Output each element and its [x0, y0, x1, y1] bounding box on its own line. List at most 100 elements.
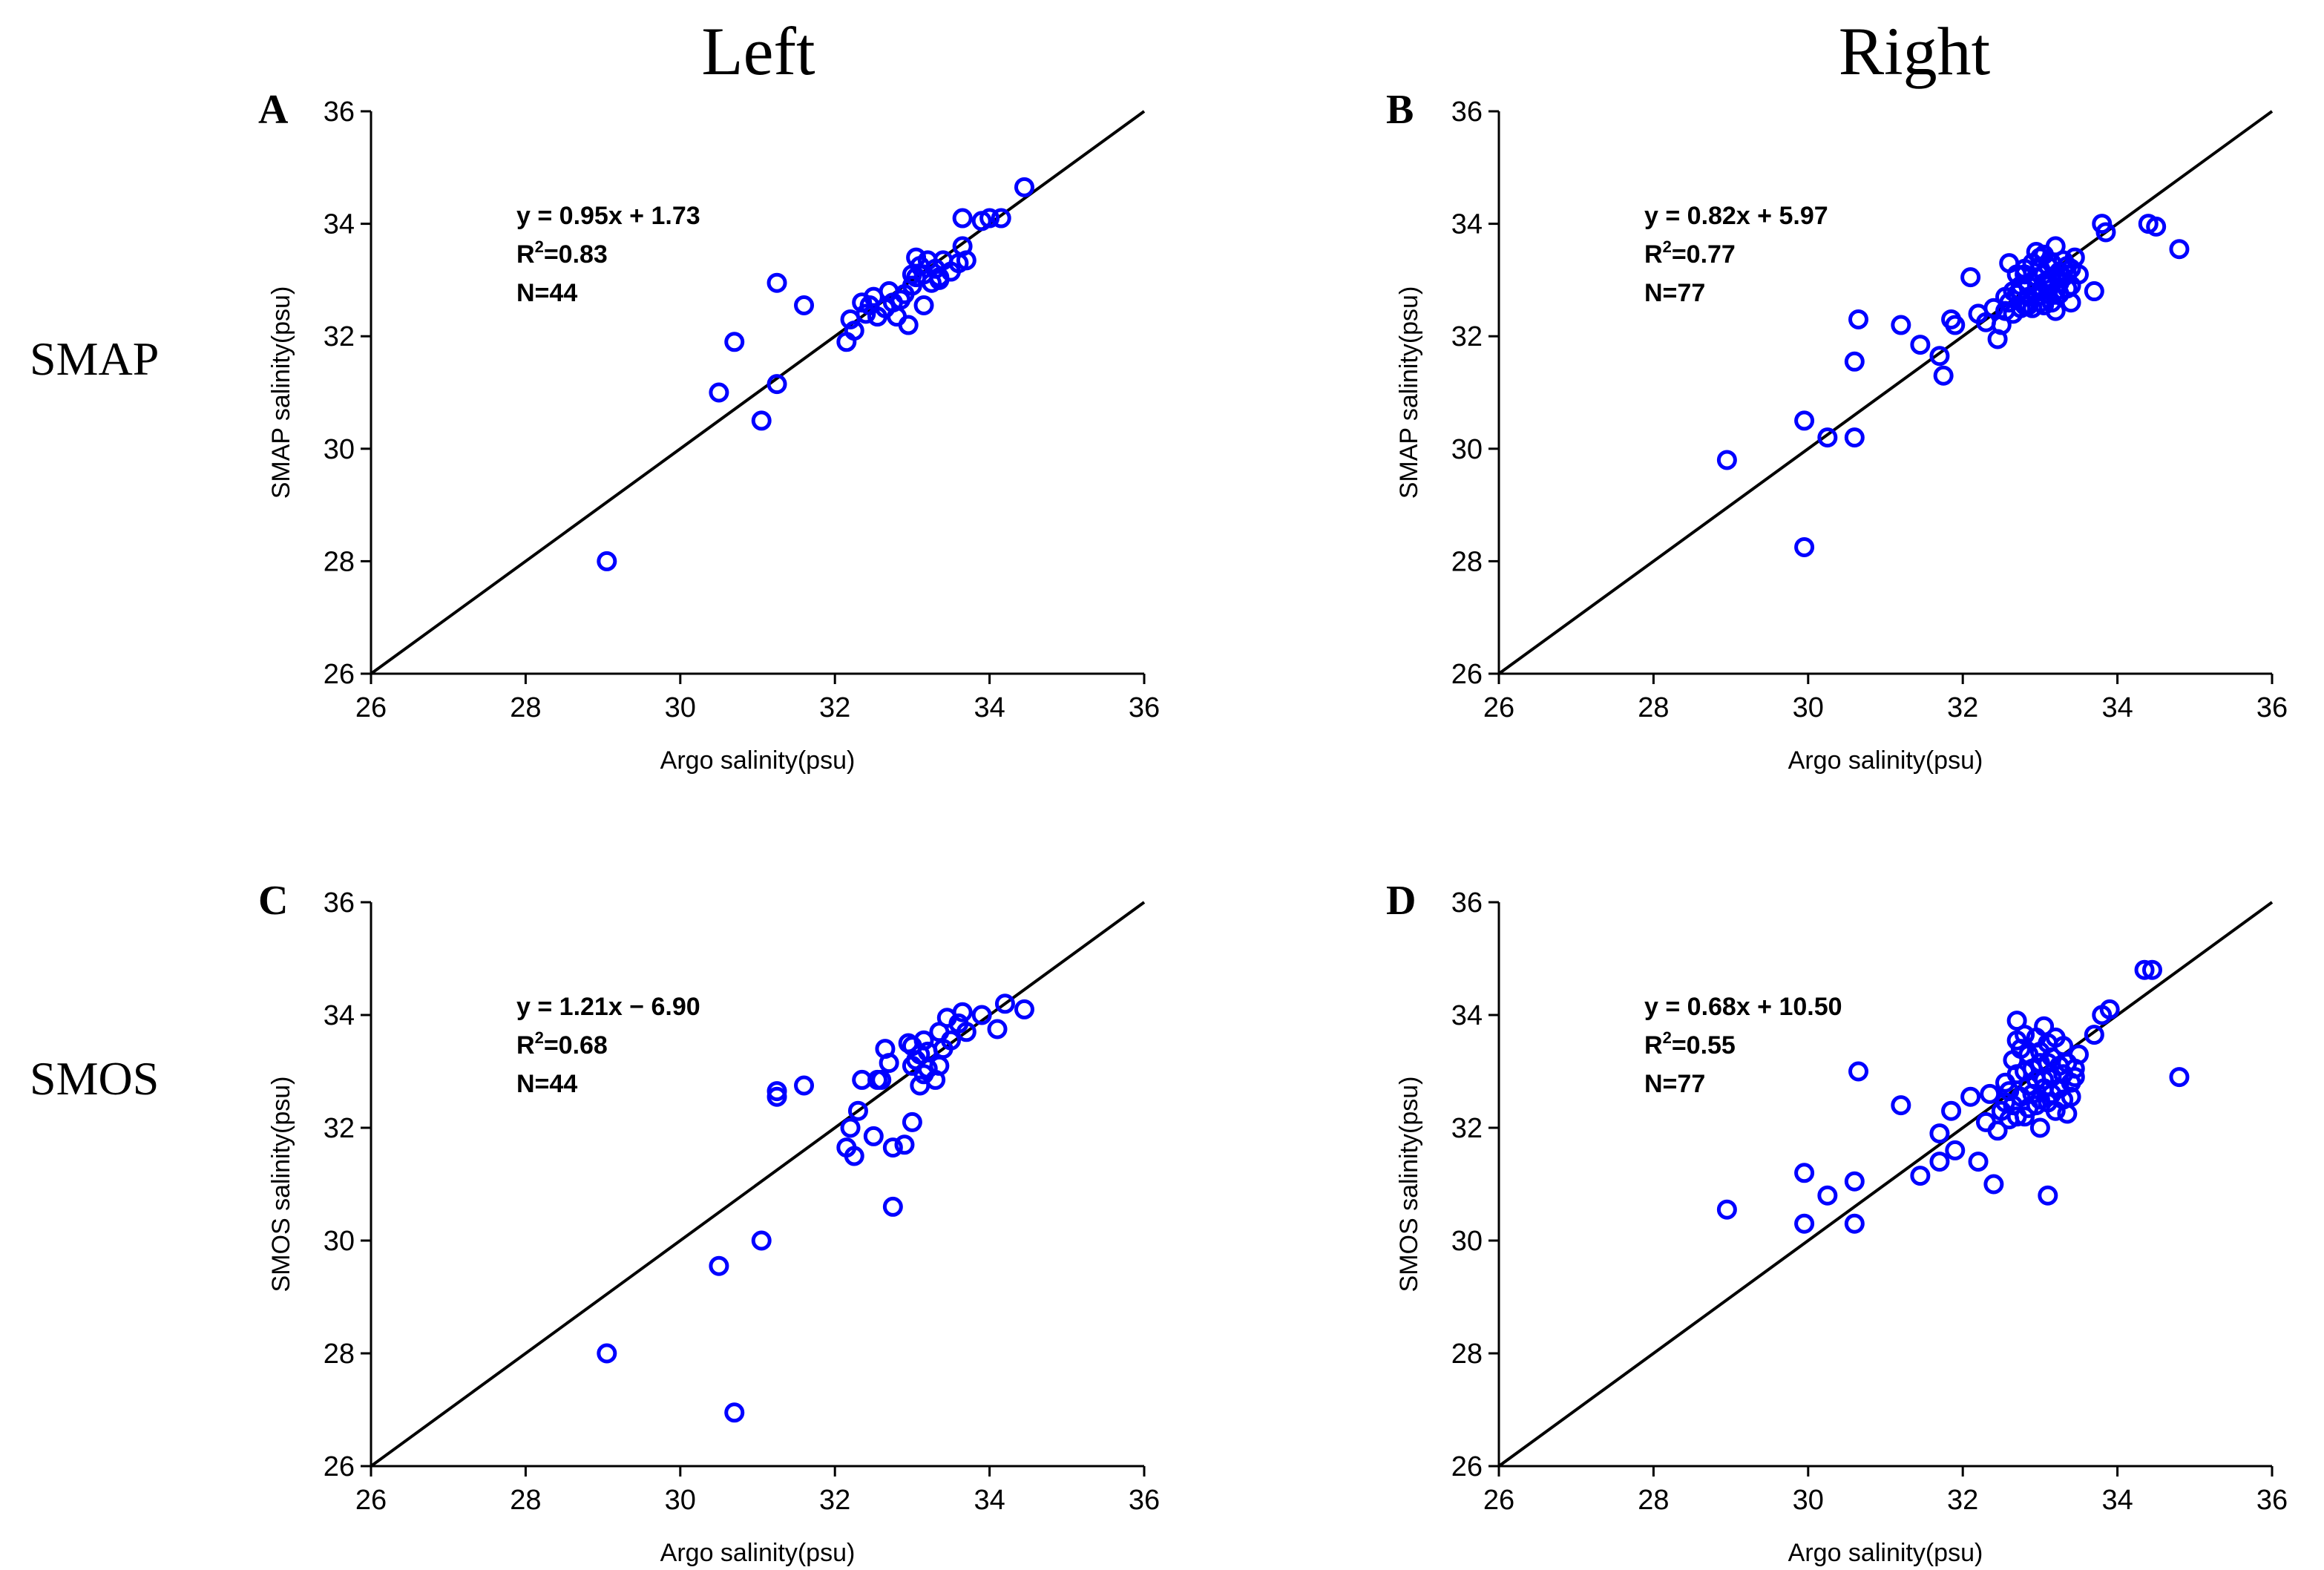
data-point	[971, 1005, 992, 1025]
data-point	[1794, 410, 1815, 431]
y-tick-label: 30	[324, 1226, 355, 1257]
data-point	[1848, 1061, 1869, 1082]
y-tick-label: 28	[324, 1339, 355, 1370]
x-tick-label: 26	[1483, 692, 1514, 723]
data-point	[991, 208, 1011, 229]
data-point	[1995, 300, 2016, 321]
x-tick-label: 28	[510, 692, 541, 723]
y-tick-label: 34	[324, 1000, 355, 1031]
data-point	[1995, 1092, 2016, 1113]
data-point	[1929, 1152, 1950, 1172]
data-point	[902, 1111, 922, 1132]
x-tick-label: 32	[1947, 1485, 1978, 1516]
y-tick-label: 28	[1451, 1339, 1483, 1370]
data-point	[767, 272, 787, 293]
y-tick-label: 36	[1451, 887, 1483, 919]
data-point	[1941, 1100, 1962, 1121]
sample-count-label: N=44	[516, 1070, 577, 1098]
data-point	[1929, 346, 1950, 367]
data-point	[952, 1002, 973, 1022]
data-point	[879, 1053, 899, 1074]
data-point	[2061, 1086, 2081, 1107]
data-point	[1891, 1095, 1911, 1116]
x-axis-label: Argo salinity(psu)	[660, 1539, 856, 1567]
data-point	[902, 1055, 922, 1076]
data-point	[1983, 1174, 2004, 1195]
x-tick-label: 32	[1947, 692, 1978, 723]
y-axis-label: SMOS salinity(psu)	[1395, 1077, 1423, 1293]
data-point	[597, 1343, 617, 1364]
data-point	[1794, 1213, 1815, 1234]
sample-count-label: N=44	[516, 279, 577, 307]
scatter-panel-d: 26 28 30 32 34 36 26 28 30 32 34 36 D Argo salinity(p…	[1386, 878, 2288, 1567]
x-tick-label: 28	[1638, 1485, 1669, 1516]
x-tick-label: 28	[1638, 692, 1669, 723]
sample-count-label: N=77	[1644, 279, 1705, 307]
data-point	[2141, 959, 2162, 980]
data-point	[1817, 427, 1838, 448]
data-point	[709, 382, 729, 403]
data-point	[2029, 1117, 2050, 1138]
data-point	[1960, 1086, 1981, 1107]
y-axis-label: SMOS salinity(psu)	[267, 1077, 295, 1293]
data-point	[929, 269, 950, 290]
data-point	[844, 321, 864, 341]
x-tick-label: 32	[819, 1485, 850, 1516]
data-point	[994, 993, 1015, 1014]
y-tick-label: 28	[324, 546, 355, 577]
data-point	[1716, 450, 1737, 470]
data-point	[2084, 281, 2104, 302]
data-point	[1910, 335, 1931, 355]
x-tick-label: 34	[2101, 692, 2133, 723]
panel-letter: C	[258, 878, 288, 924]
x-tick-label: 34	[974, 1485, 1005, 1516]
data-point	[2026, 1069, 2046, 1090]
x-tick-label: 34	[2101, 1485, 2133, 1516]
data-point	[902, 264, 922, 285]
row-label-smos: SMOS	[30, 1052, 159, 1105]
r-squared-label: R2=0.77	[1644, 237, 1736, 269]
x-tick-label: 26	[1483, 1485, 1514, 1516]
data-point	[1960, 267, 1981, 288]
y-tick-label: 36	[1451, 96, 1483, 128]
x-axis-label: Argo salinity(psu)	[1788, 746, 1983, 775]
data-point	[2084, 1025, 2104, 1045]
reference-line	[1497, 110, 2274, 675]
data-point	[844, 1146, 864, 1166]
x-tick-label: 30	[665, 1485, 696, 1516]
y-tick-label: 26	[1451, 659, 1483, 690]
data-point	[859, 295, 880, 316]
data-point	[1014, 177, 1034, 197]
r-squared-label: R2=0.68	[516, 1028, 608, 1060]
data-point	[767, 1081, 787, 1102]
data-point	[1844, 1171, 1865, 1192]
reference-line	[370, 110, 1146, 675]
data-point	[956, 250, 976, 271]
data-point	[2095, 222, 2116, 243]
x-tick-label: 36	[2256, 692, 2288, 723]
data-point	[2099, 999, 2120, 1019]
data-point	[933, 1039, 953, 1060]
x-tick-label: 34	[974, 692, 1005, 723]
y-tick-label: 32	[1451, 1113, 1483, 1144]
equation-label: y = 1.21x − 6.90	[516, 993, 700, 1021]
data-point	[2038, 1053, 2058, 1074]
y-tick-label: 36	[324, 887, 355, 919]
r-squared-label: R2=0.83	[516, 237, 608, 269]
data-point	[1844, 1213, 1865, 1234]
data-point	[1848, 309, 1869, 329]
data-point	[1014, 999, 1034, 1019]
y-tick-label: 36	[324, 96, 355, 128]
data-point	[1817, 1185, 1838, 1206]
data-point	[1844, 351, 1865, 372]
sample-count-label: N=77	[1644, 1070, 1705, 1098]
x-tick-label: 36	[2256, 1485, 2288, 1516]
x-tick-label: 36	[1129, 1485, 1160, 1516]
data-point	[1794, 1163, 1815, 1183]
data-point	[1891, 315, 1911, 335]
data-point	[2041, 1083, 2062, 1104]
data-point	[2146, 216, 2167, 237]
r-squared-label: R2=0.55	[1644, 1028, 1736, 1060]
data-point	[767, 374, 787, 395]
data-point	[1933, 365, 1954, 386]
